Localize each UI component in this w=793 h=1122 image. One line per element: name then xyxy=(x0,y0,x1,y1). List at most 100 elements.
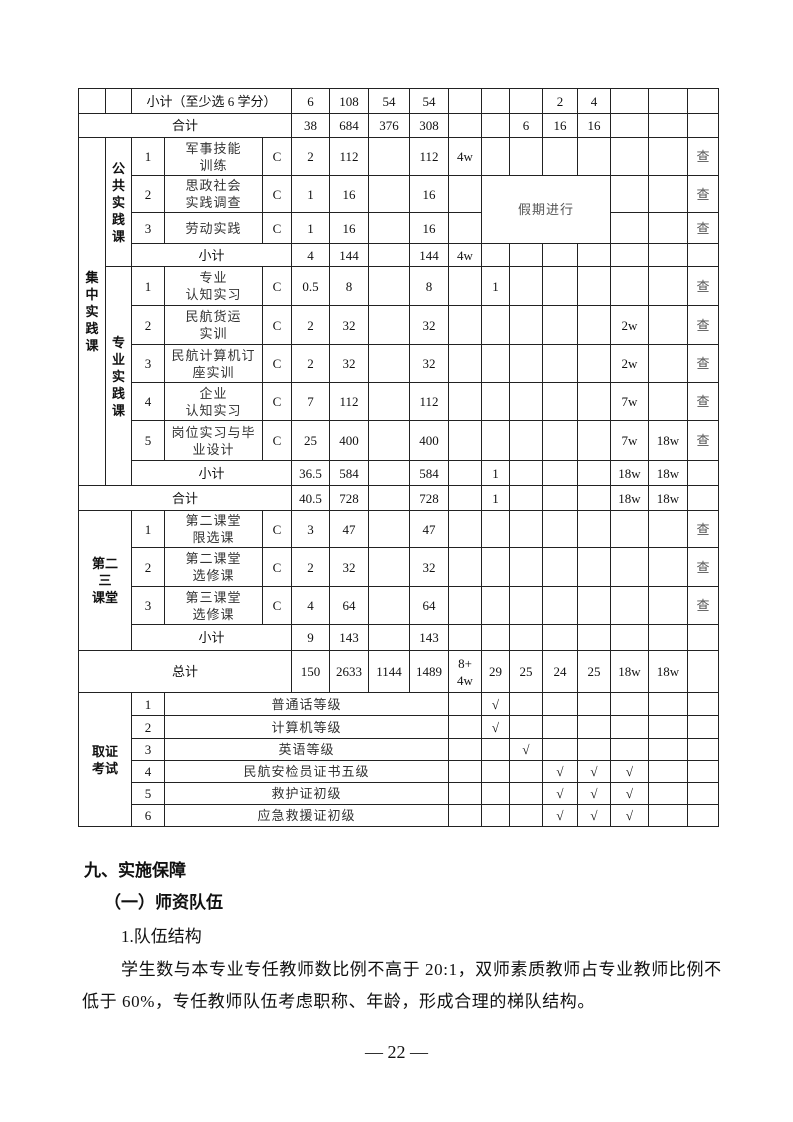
table-cell: 查 xyxy=(687,382,719,421)
table-cell: 第三课堂 选修课 xyxy=(164,586,263,625)
table-cell: C xyxy=(262,586,292,625)
table-cell: 400 xyxy=(329,420,369,461)
table-row: 6 应急救援证初级 √ √ √ xyxy=(79,804,719,827)
table-cell: 1 xyxy=(481,460,510,486)
table-cell: 29 xyxy=(481,650,510,693)
table-cell xyxy=(509,137,543,176)
table-cell: 1 xyxy=(131,692,165,716)
table-cell xyxy=(448,485,482,511)
table-cell xyxy=(648,113,688,138)
table-cell xyxy=(542,692,578,716)
table-cell xyxy=(368,420,410,461)
table-cell xyxy=(481,624,510,651)
table-cell xyxy=(448,760,482,783)
table-cell: 1 xyxy=(481,266,510,306)
table-cell xyxy=(481,760,510,783)
table-row: 4 企业 认知实习 C 7 112 112 7w 查 xyxy=(79,382,719,421)
table-row: 小计 9 143 143 xyxy=(79,624,719,651)
table-cell: 9 xyxy=(291,624,330,651)
table-cell: √ xyxy=(610,760,649,783)
table-cell xyxy=(481,113,510,138)
table-cell xyxy=(687,485,719,511)
table-cell: √ xyxy=(542,760,578,783)
table-cell xyxy=(368,305,410,345)
table-row: 5 救护证初级 √ √ √ xyxy=(79,782,719,805)
table-cell: 308 xyxy=(409,113,449,138)
table-cell: 32 xyxy=(329,344,369,383)
table-cell: 112 xyxy=(329,382,369,421)
table-cell xyxy=(448,547,482,587)
table-cell: 684 xyxy=(329,113,369,138)
table-cell xyxy=(648,243,688,267)
subsection-heading: （一）师资队伍 xyxy=(104,893,223,912)
table-cell: C xyxy=(262,344,292,383)
table-cell: 劳动实践 xyxy=(164,212,263,244)
table-row: 3 英语等级 √ xyxy=(79,738,719,761)
table-cell xyxy=(648,88,688,114)
table-cell: 54 xyxy=(368,88,410,114)
table-cell: 47 xyxy=(409,510,449,548)
table-cell: 2633 xyxy=(329,650,369,693)
table-cell: 16 xyxy=(409,212,449,244)
table-cell xyxy=(648,692,688,716)
table-cell xyxy=(648,738,688,761)
table-cell xyxy=(610,175,649,213)
table-cell: 18w xyxy=(610,485,649,511)
table-cell xyxy=(448,510,482,548)
table-cell: 4 xyxy=(291,586,330,625)
table-cell xyxy=(509,243,543,267)
table-cell xyxy=(577,692,611,716)
table-cell: 7 xyxy=(291,382,330,421)
table-cell xyxy=(481,305,510,345)
table-cell xyxy=(542,460,578,486)
table-cell xyxy=(368,586,410,625)
table-cell: 6 xyxy=(131,804,165,827)
table-cell xyxy=(448,113,482,138)
table-cell: 1 xyxy=(131,137,165,176)
table-cell: 3 xyxy=(131,212,165,244)
table-row: 3 第三课堂 选修课 C 4 64 64 查 xyxy=(79,586,719,625)
table-row: 2 思政社会 实践调查 C 1 16 16 假期进行查 xyxy=(79,175,719,244)
table-cell: 小计 xyxy=(131,243,292,267)
table-cell xyxy=(542,420,578,461)
table-cell: 18w xyxy=(648,650,688,693)
table-cell: 54 xyxy=(409,88,449,114)
table-cell: 2 xyxy=(131,305,165,345)
table-cell: 查 xyxy=(687,344,719,383)
table-cell xyxy=(509,344,543,383)
table-cell: C xyxy=(262,137,292,176)
table-row: 2 第二课堂 选修课 C 2 32 32 查 xyxy=(79,547,719,587)
table-cell: 小计 xyxy=(131,460,292,486)
table-cell xyxy=(687,804,719,827)
table-cell xyxy=(509,586,543,625)
table-cell: 2 xyxy=(131,175,165,213)
table-cell xyxy=(509,460,543,486)
table-cell xyxy=(509,88,543,114)
table-cell: 救护证初级 xyxy=(164,782,449,805)
table-cell: 合计 xyxy=(78,485,292,511)
table-cell xyxy=(577,420,611,461)
table-cell: 728 xyxy=(409,485,449,511)
table-cell: 查 xyxy=(687,420,719,461)
table-row: 取证 考试 1 普通话等级 √ xyxy=(78,692,719,827)
table-row: 4 民航安检员证书五级 √ √ √ xyxy=(79,760,719,783)
table-cell xyxy=(542,485,578,511)
table-cell xyxy=(610,715,649,739)
table-cell xyxy=(481,547,510,587)
table-cell xyxy=(368,175,410,213)
table-cell xyxy=(481,243,510,267)
table-cell: 25 xyxy=(509,650,543,693)
table-cell: 32 xyxy=(329,547,369,587)
table-cell: √ xyxy=(481,715,510,739)
table-cell: 1 xyxy=(131,510,165,548)
table-cell: 民航计算机订 座实训 xyxy=(164,344,263,383)
table-cell: 38 xyxy=(291,113,330,138)
table-cell: √ xyxy=(481,692,510,716)
table-cell xyxy=(610,137,649,176)
table-cell: 1489 xyxy=(409,650,449,693)
table-cell: 32 xyxy=(409,305,449,345)
table-cell: C xyxy=(262,510,292,548)
table-cell: 2 xyxy=(291,305,330,345)
table-cell xyxy=(687,113,719,138)
table-cell: √ xyxy=(542,804,578,827)
